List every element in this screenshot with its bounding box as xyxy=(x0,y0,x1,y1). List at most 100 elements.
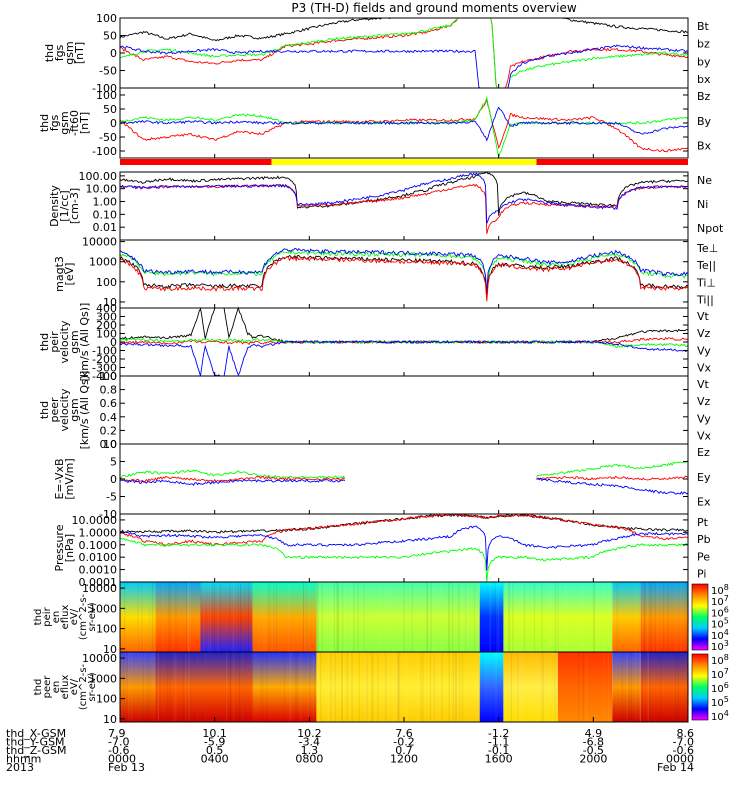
spectrogram-texture xyxy=(188,582,190,652)
time-row-value: 2000 xyxy=(579,753,607,766)
y-tick-label-peer_vel: 0.0 xyxy=(100,438,118,451)
y-tick-label-pressure: 1.0000 xyxy=(79,526,118,539)
time-row-value: 0.5 xyxy=(206,744,224,757)
y-axis-label-density: Density xyxy=(48,185,61,227)
spectrogram-texture xyxy=(639,652,641,722)
spectrogram-texture xyxy=(189,652,191,722)
panel-peer_vel: 1.00.80.60.40.20.0 thdpeervelocitygsm[km/… xyxy=(38,370,712,451)
y-axis-label-peir_vel: velocity xyxy=(58,320,71,363)
spectrogram-texture xyxy=(397,652,399,722)
chart-marks: 100500-50-100thdfgsgsm[nT]Btbzbybx100500… xyxy=(6,12,729,774)
panel-frame-fgs xyxy=(119,17,689,89)
mode-bar-segment xyxy=(271,159,537,165)
series-pressure-Pt xyxy=(119,513,689,534)
series-efield-Ex2 xyxy=(536,477,689,495)
series-fgs_gse-By xyxy=(119,95,689,158)
y-axis-label-fgs: fgs xyxy=(53,44,66,61)
spectrogram-texture xyxy=(365,652,367,722)
spectrogram-texture xyxy=(398,652,400,722)
panel-frame-peer_vel xyxy=(119,375,689,445)
colorbar-tick-label: 107 xyxy=(711,667,729,681)
y-axis-label-temp: magt3 xyxy=(53,256,66,292)
y-axis-label-peer_vel: peer xyxy=(48,397,61,423)
legend-density-Ni: Ni xyxy=(697,198,708,211)
spectrogram-texture xyxy=(543,652,545,722)
colorbar xyxy=(691,653,709,721)
spectrogram-texture xyxy=(175,582,177,652)
spectrogram-band xyxy=(640,582,688,652)
series-pressure-Pi xyxy=(119,525,689,571)
spectrogram-texture xyxy=(644,582,646,652)
spectrogram-texture xyxy=(647,652,650,722)
panel-frame-temp xyxy=(119,239,689,309)
y-tick-label-temp: 1000 xyxy=(89,256,117,269)
spectrogram-band xyxy=(316,652,480,722)
time-row-value: 4.9 xyxy=(585,727,603,740)
spectrogram-texture xyxy=(337,582,339,652)
legend-peer_vel-Vx: Vx xyxy=(697,429,712,442)
spectrogram-texture xyxy=(394,652,396,722)
spectrogram-texture xyxy=(517,652,520,722)
y-axis-label-fgs: [nT] xyxy=(73,42,86,64)
spectrogram-texture xyxy=(379,582,381,652)
legend-peir_vel-Vx: Vx xyxy=(697,361,712,374)
y-axis-label-peir_en_eflux: (cm^2-s- xyxy=(78,593,89,640)
spectrogram-texture xyxy=(593,582,595,652)
spectrogram-texture xyxy=(607,652,610,722)
spectrogram-texture xyxy=(497,582,499,652)
series-density-Ni xyxy=(119,171,689,216)
spectrogram-band xyxy=(316,582,480,652)
spectrogram-texture xyxy=(603,652,606,722)
legend-efield-Ex: Ex xyxy=(697,496,711,509)
legend-temp-Te||: Te|| xyxy=(696,259,716,272)
y-axis-label-peir_vel: thd xyxy=(38,333,51,351)
spectrogram-texture xyxy=(141,582,144,652)
spectrogram-texture xyxy=(663,582,665,652)
legend-temp-Ti⊥: Ti⊥ xyxy=(696,276,716,289)
spectrogram-band xyxy=(155,652,253,722)
spectrogram-texture xyxy=(536,652,538,722)
legend-peer_vel-Vt: Vt xyxy=(697,378,710,391)
spectrogram-texture xyxy=(304,582,307,652)
spectrogram-texture xyxy=(577,652,579,722)
y-tick-label-peir_vel: 0 xyxy=(110,336,117,349)
time-row-value: -7.0 xyxy=(673,736,694,749)
spectrogram-texture xyxy=(330,652,332,722)
spectrogram-texture xyxy=(465,582,467,652)
spectrogram-texture xyxy=(432,582,434,652)
y-axis-label-fgs_gse: -ft60 xyxy=(68,110,81,136)
spectrogram-texture xyxy=(640,582,642,652)
legend-fgs_gse-Bx: Bx xyxy=(697,140,712,153)
y-axis-label-peer_en_eflux: eV/ xyxy=(69,678,80,695)
spectrogram-texture xyxy=(346,652,349,722)
spectrogram-texture xyxy=(242,652,244,722)
time-row-value: -0.2 xyxy=(393,736,414,749)
time-row-value: 7.6 xyxy=(395,727,413,740)
y-axis-label-fgs_gse: fgs xyxy=(48,114,61,131)
spectrogram-texture xyxy=(265,582,267,652)
series-fgs-bx xyxy=(119,44,689,89)
y-tick-label-efield: 5 xyxy=(110,456,117,469)
spectrogram-texture xyxy=(229,652,232,722)
spectrogram-texture xyxy=(555,582,557,652)
time-row-label: thd_Y-GSM xyxy=(6,736,65,749)
y-axis-label-peer_vel: velocity xyxy=(58,388,71,431)
series-fgs-by xyxy=(119,17,688,89)
spectrogram-texture xyxy=(455,652,457,722)
spectrogram-texture xyxy=(435,582,437,652)
spectrogram-texture xyxy=(315,582,318,652)
legend-fgs-by: by xyxy=(697,55,711,68)
spectrogram-texture xyxy=(238,652,241,722)
spectrogram-texture xyxy=(244,582,246,652)
spectrogram-texture xyxy=(262,582,264,652)
y-tick-label-peir_vel: 200 xyxy=(96,319,117,332)
y-tick-label-efield: 10 xyxy=(103,438,117,451)
y-tick-label-peir_vel: 300 xyxy=(96,311,117,324)
spectrogram-texture xyxy=(217,582,219,652)
series-density-Ne xyxy=(119,183,689,235)
spectrogram-texture xyxy=(482,652,484,722)
y-tick-label-pressure: 10.0000 xyxy=(72,514,118,527)
legend-pressure-Pe: Pe xyxy=(697,550,710,563)
spectrogram-band xyxy=(252,652,317,722)
